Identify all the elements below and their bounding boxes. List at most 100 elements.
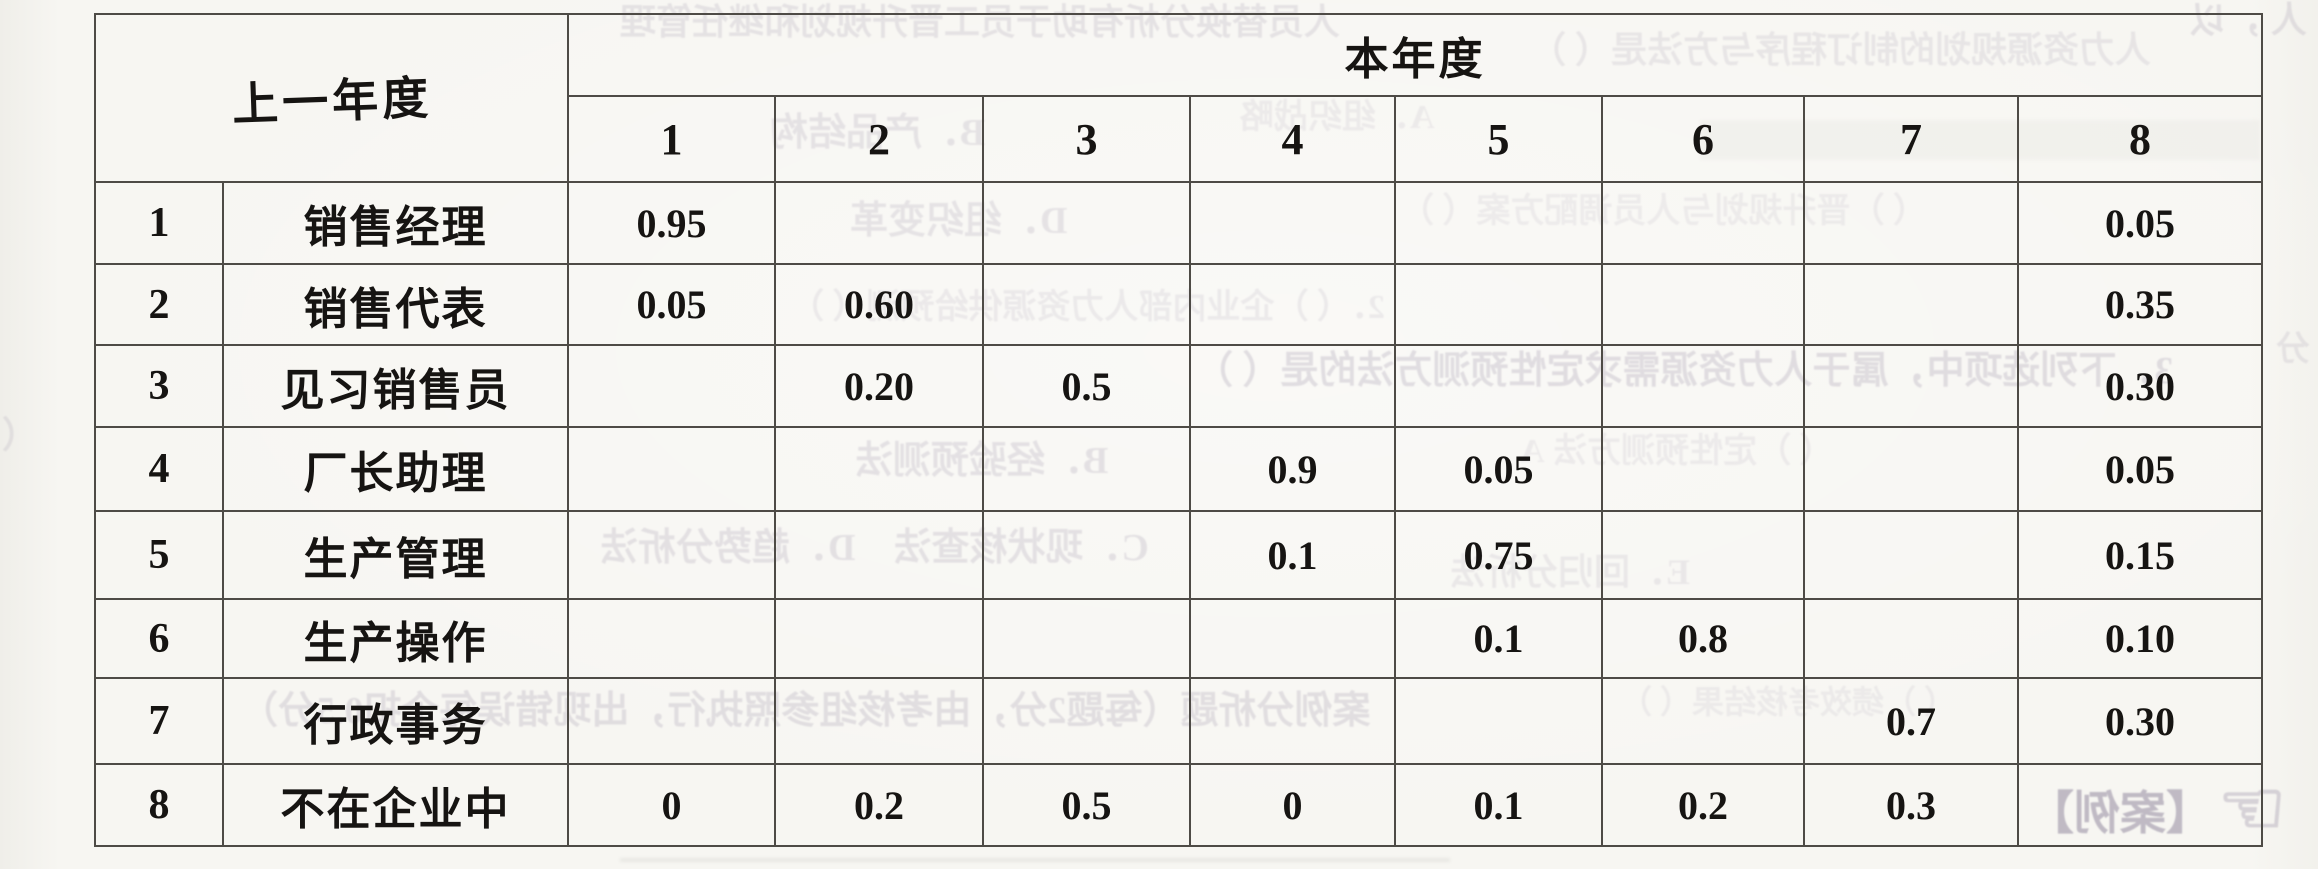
- row-number: 7: [94, 677, 224, 765]
- matrix-cell: 0: [1189, 763, 1396, 847]
- column-group-label: 本年度: [1344, 35, 1486, 84]
- column-header-7: 7: [1803, 95, 2019, 183]
- matrix-cell: [567, 510, 776, 600]
- row-number: 4: [94, 426, 224, 512]
- row-label: 销售经理: [222, 181, 569, 265]
- row-label: 行政事务: [222, 677, 569, 765]
- table-row: 5 生产管理 0.1 0.75 0.15: [94, 510, 2263, 600]
- matrix-cell: 0.9: [1189, 426, 1396, 512]
- row-number: 3: [94, 344, 224, 428]
- matrix-cell: 0.75: [1394, 510, 1603, 600]
- bleed-through-text: 分: [2276, 331, 2310, 368]
- row-label: 不在企业中: [222, 763, 569, 847]
- matrix-cell: 0.7: [1803, 677, 2019, 765]
- row-number: 1: [94, 181, 224, 265]
- matrix-cell: [982, 263, 1191, 346]
- matrix-cell: 0.30: [2017, 677, 2263, 765]
- matrix-cell: [982, 677, 1191, 765]
- matrix-cell: 0.5: [982, 763, 1191, 847]
- matrix-cell: [982, 598, 1191, 679]
- row-label: 见习销售员: [222, 344, 569, 428]
- table-header-row-group: 上一年度 本年度: [94, 13, 2263, 183]
- row-number: 5: [94, 510, 224, 600]
- matrix-cell: 0.1: [1394, 763, 1603, 847]
- table-row: 1 销售经理 0.95 0.05: [94, 181, 2263, 265]
- matrix-cell: 0.2: [774, 763, 984, 847]
- matrix-cell: [1601, 426, 1805, 512]
- matrix-cell: 0.05: [2017, 181, 2263, 265]
- matrix-cell: [774, 677, 984, 765]
- matrix-cell: [1601, 510, 1805, 600]
- matrix-cell: 0.3: [1803, 763, 2019, 847]
- matrix-cell: 0.15: [2017, 510, 2263, 600]
- matrix-cell: [774, 510, 984, 600]
- row-label: 生产操作: [222, 598, 569, 679]
- matrix-cell: [1189, 598, 1396, 679]
- row-number: 8: [94, 763, 224, 847]
- matrix-cell: [1394, 263, 1603, 346]
- table-row: 2 销售代表 0.05 0.60 0.35: [94, 263, 2263, 346]
- table-row: 7 行政事务 0.7 0.30: [94, 677, 2263, 765]
- matrix-cell: 0.1: [1189, 510, 1396, 600]
- matrix-cell: [1803, 598, 2019, 679]
- matrix-cell: [567, 344, 776, 428]
- matrix-cell: [567, 677, 776, 765]
- matrix-cell: 0.30: [2017, 344, 2263, 428]
- matrix-cell: [1601, 181, 1805, 265]
- table-header-row-columns: 1 2 3 4 5 6 7 8: [95, 95, 2263, 183]
- matrix-cell: [1803, 181, 2019, 265]
- matrix-cell: 0.05: [1394, 426, 1603, 512]
- matrix-cell: [1803, 510, 2019, 600]
- table-row: 6 生产操作 0.1 0.8 0.10: [94, 598, 2263, 679]
- column-header-8: 8: [2017, 95, 2263, 183]
- matrix-cell: [1394, 181, 1603, 265]
- matrix-cell: 0.1: [1394, 598, 1603, 679]
- matrix-cell: 0: [567, 763, 776, 847]
- matrix-cell: [982, 510, 1191, 600]
- column-header-1: 1: [567, 95, 776, 183]
- matrix-cell: [1601, 344, 1805, 428]
- table-row: 3 见习销售员 0.20 0.5 0.30: [94, 344, 2263, 428]
- matrix-cell: [1803, 344, 2019, 428]
- row-number: 2: [94, 263, 224, 346]
- column-header-4: 4: [1189, 95, 1396, 183]
- matrix-cell: [774, 426, 984, 512]
- row-label: 生产管理: [222, 510, 569, 600]
- column-header-3: 3: [982, 95, 1191, 183]
- matrix-cell: [1394, 344, 1603, 428]
- matrix-cell: [982, 426, 1191, 512]
- matrix-cell: [982, 181, 1191, 265]
- matrix-cell: 0.05: [567, 263, 776, 346]
- matrix-cell: [1189, 677, 1396, 765]
- matrix-cell: [1601, 263, 1805, 346]
- row-label: 销售代表: [222, 263, 569, 346]
- table-row: 8 不在企业中 0 0.2 0.5 0 0.1 0.2 0.3: [94, 763, 2263, 847]
- scan-smudge: [620, 858, 1450, 862]
- column-header-5: 5: [1394, 95, 1603, 183]
- matrix-cell: [1189, 344, 1396, 428]
- corner-header-cell: 上一年度: [94, 13, 569, 183]
- corner-header-label: 上一年度: [230, 72, 433, 131]
- row-number: 6: [94, 598, 224, 679]
- matrix-cell: [567, 598, 776, 679]
- column-header-2: 2: [774, 95, 984, 183]
- table-row: 4 厂长助理 0.9 0.05 0.05: [94, 426, 2263, 512]
- matrix-cell: [1189, 181, 1396, 265]
- matrix-cell: 0.5: [982, 344, 1191, 428]
- matrix-cell: [1189, 263, 1396, 346]
- matrix-cell: [1803, 263, 2019, 346]
- matrix-cell: [1601, 677, 1805, 765]
- matrix-cell: 0.2: [1601, 763, 1805, 847]
- matrix-cell: 0.20: [774, 344, 984, 428]
- column-group-header-cell: 本年度: [567, 13, 2263, 97]
- matrix-cell: [567, 426, 776, 512]
- matrix-cell: [1394, 677, 1603, 765]
- matrix-cell: [774, 181, 984, 265]
- matrix-cell: [1803, 426, 2019, 512]
- matrix-cell: 0.10: [2017, 598, 2263, 679]
- matrix-cell: 0.8: [1601, 598, 1805, 679]
- matrix-cell: [2017, 763, 2263, 847]
- bleed-through-text: （: [2, 415, 39, 455]
- matrix-cell: 0.95: [567, 181, 776, 265]
